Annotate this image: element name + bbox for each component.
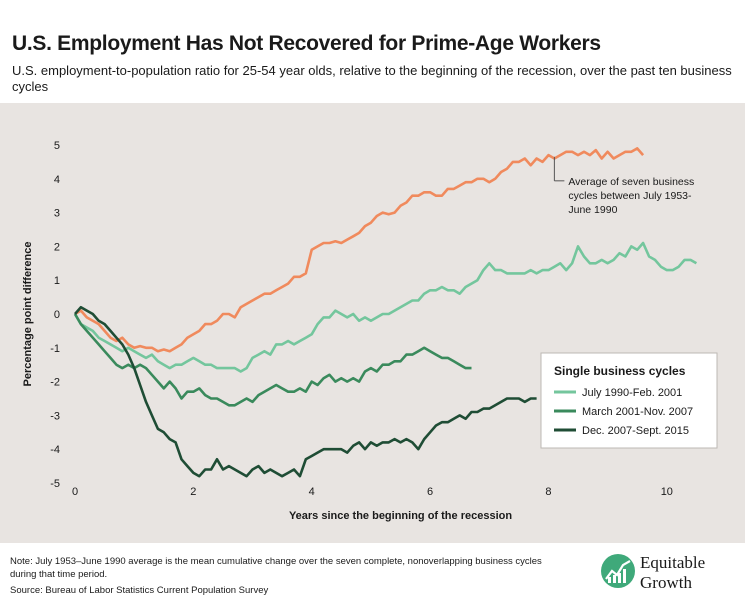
chart-title: U.S. Employment Has Not Recovered for Pr… (12, 32, 601, 55)
x-tick-label: 10 (661, 486, 673, 498)
legend-entry: March 2001-Nov. 2007 (582, 406, 693, 418)
legend-title: Single business cycles (554, 364, 686, 378)
y-tick-label: -1 (50, 343, 60, 355)
y-tick-label: -3 (50, 410, 60, 422)
legend-box (540, 352, 718, 449)
series-line-cycle-1990 (73, 241, 698, 373)
y-tick-label: 3 (54, 208, 60, 220)
y-tick-label: -2 (50, 377, 60, 389)
x-tick-label: 2 (190, 486, 196, 498)
series-line-cycle-2007 (74, 305, 537, 478)
annotation-text: cycles between July 1953- (568, 190, 692, 202)
annotation-text: Average of seven business (568, 176, 694, 188)
chart-note: Note: July 1953–June 1990 average is the… (10, 556, 542, 580)
header: U.S. Employment Has Not Recovered for Pr… (0, 0, 745, 103)
logo-text: Equitable Growth (640, 553, 705, 593)
x-axis-label: Years since the beginning of the recessi… (289, 510, 512, 522)
x-tick-label: 0 (72, 486, 78, 498)
chart-area: 5 4 3 2 1 0 -1 -2 -3 -4 -5 0 2 4 6 8 10 Years since the b… (0, 103, 745, 543)
logo-line-1: Equitable (640, 553, 706, 572)
x-tick-label: 4 (309, 486, 315, 498)
y-tick-label: 5 (54, 140, 60, 152)
chart-source: Source: Bureau of Labor Statistics Curre… (10, 585, 269, 596)
y-tick-label: -4 (50, 444, 60, 456)
legend-entry: Dec. 2007-Sept. 2015 (582, 425, 689, 437)
legend-entry: July 1990-Feb. 2001 (582, 387, 682, 399)
footer: Note: July 1953–June 1990 average is the… (0, 543, 745, 605)
y-tick-label: 1 (54, 275, 60, 287)
chart-subtitle: U.S. employment-to-population ratio for … (12, 63, 732, 94)
y-tick-label: 2 (54, 241, 60, 253)
logo-mark-icon (601, 554, 635, 588)
equitable-growth-logo: Equitable Growth (600, 547, 740, 603)
x-tick-label: 8 (545, 486, 551, 498)
y-tick-label: 0 (54, 309, 60, 321)
series-line-average (74, 147, 645, 353)
y-axis-label: Percentage point difference (22, 242, 34, 387)
logo-line-2: Growth (640, 573, 692, 592)
y-tick-label: -5 (50, 478, 60, 490)
series-line-cycle-2001 (73, 313, 472, 407)
y-tick-label: 4 (54, 174, 60, 186)
x-tick-label: 6 (427, 486, 433, 498)
annotation-text: June 1990 (568, 204, 617, 216)
